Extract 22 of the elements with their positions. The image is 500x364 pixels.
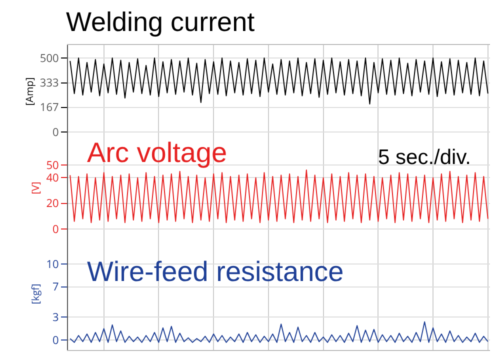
y-tick-label: 333: [40, 76, 59, 91]
y-tick-label: 0: [52, 124, 59, 140]
y-axis-title: [Amp]: [22, 77, 36, 106]
y-tick-label: 167: [40, 100, 59, 116]
chart-title: Welding current: [66, 7, 256, 37]
text: Wire-feed resistance: [87, 256, 344, 287]
y-tick-label: 500: [40, 50, 59, 66]
line-series: [70, 170, 488, 224]
y-tick-label: 40: [46, 170, 59, 186]
y-tick-label: 0: [52, 332, 59, 348]
y-tick-label: 20: [46, 196, 59, 212]
y-axis-title: [V]: [28, 182, 42, 194]
y-axis-title: [kgf]: [28, 284, 42, 304]
y-tick-label: 50: [46, 158, 59, 173]
y-tick-label: 0: [52, 222, 59, 237]
line-series: [70, 58, 488, 104]
line-series: [70, 321, 488, 343]
y-tick-label: 7: [52, 280, 59, 295]
annotation: 5 sec./div.: [378, 146, 471, 169]
y-tick-label: 3: [52, 310, 59, 326]
chart-title: Arc voltage: [87, 137, 228, 168]
y-tick-label: 10: [46, 256, 59, 272]
